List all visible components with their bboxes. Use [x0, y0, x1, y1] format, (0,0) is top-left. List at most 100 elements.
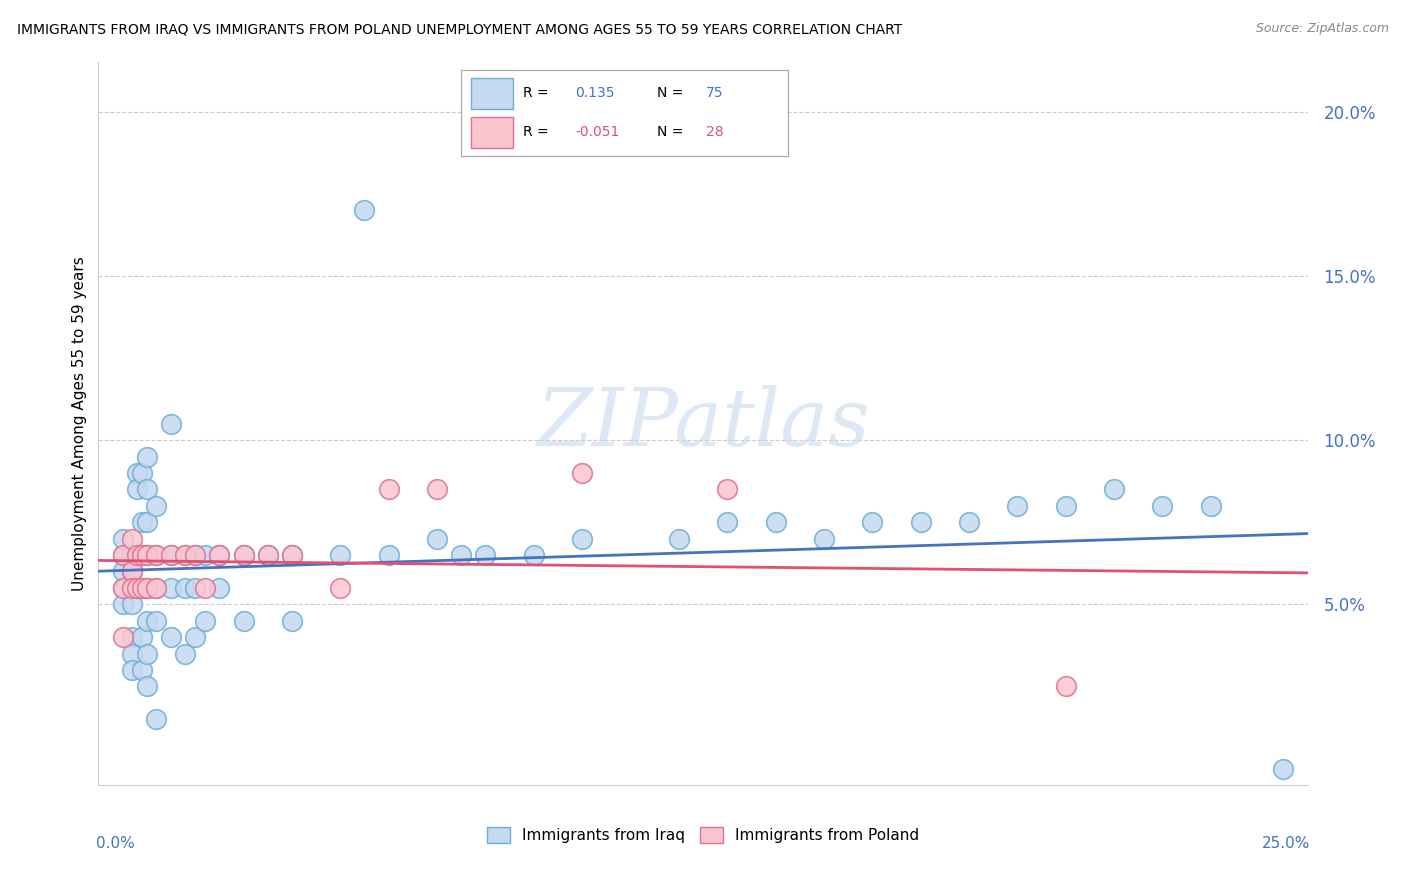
Point: [160, 417, 183, 431]
Point: [174, 548, 197, 562]
Point: [426, 532, 449, 546]
Point: [145, 499, 167, 513]
Point: [127, 548, 149, 562]
Y-axis label: Unemployment Among Ages 55 to 59 years: Unemployment Among Ages 55 to 59 years: [72, 256, 87, 591]
Point: [353, 203, 375, 218]
Point: [135, 548, 157, 562]
Point: [160, 548, 183, 562]
Point: [426, 483, 449, 497]
Point: [131, 581, 153, 595]
Point: [194, 581, 217, 595]
Point: [127, 581, 149, 595]
Point: [571, 466, 593, 480]
Point: [131, 630, 153, 644]
Point: [160, 548, 183, 562]
Point: [256, 548, 278, 562]
Point: [523, 548, 546, 562]
Point: [131, 466, 153, 480]
Point: [474, 548, 496, 562]
Point: [135, 680, 157, 694]
Point: [174, 647, 197, 661]
Text: Source: ZipAtlas.com: Source: ZipAtlas.com: [1256, 22, 1389, 36]
Point: [121, 565, 143, 579]
Point: [1199, 499, 1222, 513]
Text: ZIPatlas: ZIPatlas: [536, 385, 870, 462]
Point: [716, 483, 738, 497]
Point: [131, 581, 153, 595]
Point: [160, 581, 183, 595]
Point: [145, 548, 167, 562]
Text: 0.0%: 0.0%: [96, 836, 135, 851]
Text: 25.0%: 25.0%: [1261, 836, 1310, 851]
Point: [184, 630, 207, 644]
Point: [281, 614, 304, 628]
Point: [208, 581, 231, 595]
Point: [135, 450, 157, 464]
Point: [184, 548, 207, 562]
Point: [131, 663, 153, 677]
Point: [1102, 483, 1125, 497]
Point: [716, 515, 738, 529]
Point: [135, 515, 157, 529]
Point: [135, 483, 157, 497]
Point: [135, 581, 157, 595]
Point: [121, 565, 143, 579]
Point: [111, 565, 134, 579]
Point: [131, 515, 153, 529]
Point: [131, 548, 153, 562]
Point: [668, 532, 690, 546]
Point: [1272, 762, 1295, 776]
Point: [208, 548, 231, 562]
Point: [1054, 680, 1077, 694]
Point: [121, 647, 143, 661]
Point: [208, 548, 231, 562]
Point: [121, 581, 143, 595]
Point: [232, 548, 254, 562]
Point: [1152, 499, 1174, 513]
Point: [174, 548, 197, 562]
Legend: Immigrants from Iraq, Immigrants from Poland: Immigrants from Iraq, Immigrants from Po…: [481, 822, 925, 849]
Point: [194, 548, 217, 562]
Point: [256, 548, 278, 562]
Point: [121, 630, 143, 644]
Point: [860, 515, 883, 529]
Point: [957, 515, 980, 529]
Point: [135, 647, 157, 661]
Point: [145, 581, 167, 595]
Point: [281, 548, 304, 562]
Point: [765, 515, 787, 529]
Point: [111, 630, 134, 644]
Point: [377, 483, 399, 497]
Point: [121, 598, 143, 612]
Point: [127, 581, 149, 595]
Point: [121, 581, 143, 595]
Point: [174, 581, 197, 595]
Point: [131, 548, 153, 562]
Point: [1054, 499, 1077, 513]
Point: [232, 614, 254, 628]
Point: [121, 663, 143, 677]
Point: [194, 614, 217, 628]
Point: [329, 581, 352, 595]
Point: [145, 712, 167, 726]
Point: [135, 581, 157, 595]
Point: [450, 548, 472, 562]
Point: [111, 581, 134, 595]
Point: [145, 581, 167, 595]
Point: [145, 614, 167, 628]
Point: [184, 548, 207, 562]
Point: [111, 598, 134, 612]
Point: [329, 548, 352, 562]
Point: [111, 581, 134, 595]
Point: [121, 532, 143, 546]
Point: [111, 532, 134, 546]
Point: [145, 548, 167, 562]
Point: [160, 630, 183, 644]
Point: [281, 548, 304, 562]
Point: [127, 548, 149, 562]
Point: [111, 548, 134, 562]
Point: [121, 548, 143, 562]
Point: [813, 532, 835, 546]
Point: [127, 466, 149, 480]
Text: IMMIGRANTS FROM IRAQ VS IMMIGRANTS FROM POLAND UNEMPLOYMENT AMONG AGES 55 TO 59 : IMMIGRANTS FROM IRAQ VS IMMIGRANTS FROM …: [17, 22, 903, 37]
